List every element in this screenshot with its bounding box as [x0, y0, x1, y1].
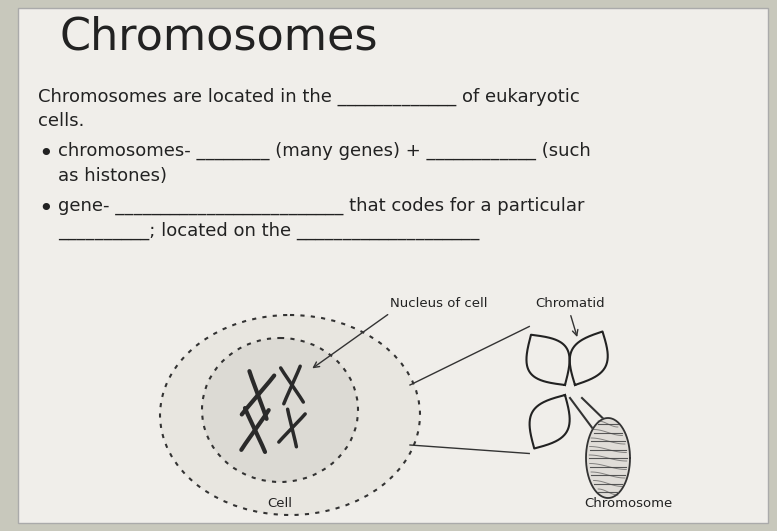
Ellipse shape — [202, 338, 358, 482]
Polygon shape — [586, 418, 630, 498]
Text: •: • — [38, 197, 53, 221]
Text: Chromosomes: Chromosomes — [60, 15, 378, 58]
Text: Chromosomes are located in the _____________ of eukaryotic: Chromosomes are located in the _________… — [38, 88, 580, 106]
Text: Nucleus of cell: Nucleus of cell — [390, 297, 487, 310]
Text: Chromosome: Chromosome — [584, 497, 672, 510]
Text: __________; located on the ____________________: __________; located on the _____________… — [58, 222, 479, 240]
Text: gene- _________________________ that codes for a particular: gene- _________________________ that cod… — [58, 197, 584, 215]
Polygon shape — [527, 335, 570, 385]
Text: chromosomes- ________ (many genes) + ____________ (such: chromosomes- ________ (many genes) + ___… — [58, 142, 591, 160]
Text: cells.: cells. — [38, 112, 85, 130]
Text: Chromatid: Chromatid — [535, 297, 605, 310]
Text: Cell: Cell — [267, 497, 292, 510]
Ellipse shape — [160, 315, 420, 515]
Text: as histones): as histones) — [58, 167, 167, 185]
Polygon shape — [570, 331, 608, 385]
Text: •: • — [38, 142, 53, 166]
Polygon shape — [530, 395, 570, 449]
